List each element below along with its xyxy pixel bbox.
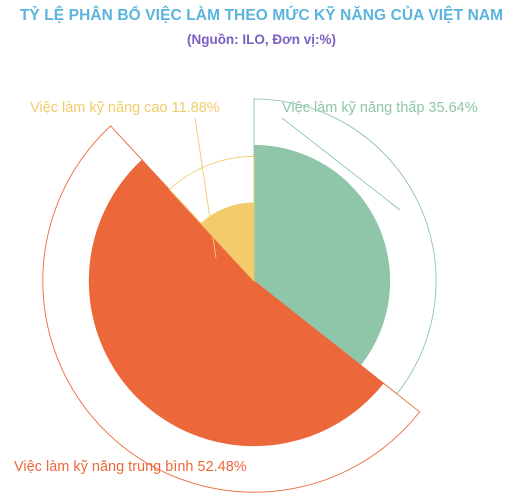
slice-label-viec-lam-ky-nang-cao: Việc làm kỹ năng cao 11.88% — [30, 100, 220, 116]
chart-title: TỶ LỆ PHÂN BỔ VIỆC LÀM THEO MỨC KỸ NĂNG … — [19, 7, 504, 24]
pie-slice-group-viec-lam-ky-nang-thap: Việc làm kỹ năng thấp 35.64% — [253, 98, 478, 395]
pie-slice-viec-lam-ky-nang-thap — [254, 144, 391, 366]
pie-slice-group-viec-lam-ky-nang-trung-binh: Việc làm kỹ năng trung bình 52.48% — [14, 125, 421, 493]
slice-outline-viec-lam-ky-nang-trung-binh — [42, 125, 421, 493]
slice-label-viec-lam-ky-nang-thap: Việc làm kỹ năng thấp 35.64% — [282, 100, 478, 116]
pie-slice-viec-lam-ky-nang-trung-binh — [88, 159, 384, 447]
slice-label-viec-lam-ky-nang-trung-binh: Việc làm kỹ năng trung bình 52.48% — [14, 459, 247, 475]
leader-line-viec-lam-ky-nang-thap — [281, 117, 401, 211]
leader-line-viec-lam-ky-nang-cao — [194, 117, 217, 259]
slice-outline-viec-lam-ky-nang-thap — [253, 98, 437, 395]
slice-outline-viec-lam-ky-nang-cao — [168, 155, 255, 283]
chart-subtitle: (Nguồn: ILO, Đơn vị:%) — [186, 32, 337, 47]
pie-slice-group-viec-lam-ky-nang-cao: Việc làm kỹ năng cao 11.88% — [30, 100, 255, 283]
pie-slice-viec-lam-ky-nang-cao — [200, 202, 254, 281]
